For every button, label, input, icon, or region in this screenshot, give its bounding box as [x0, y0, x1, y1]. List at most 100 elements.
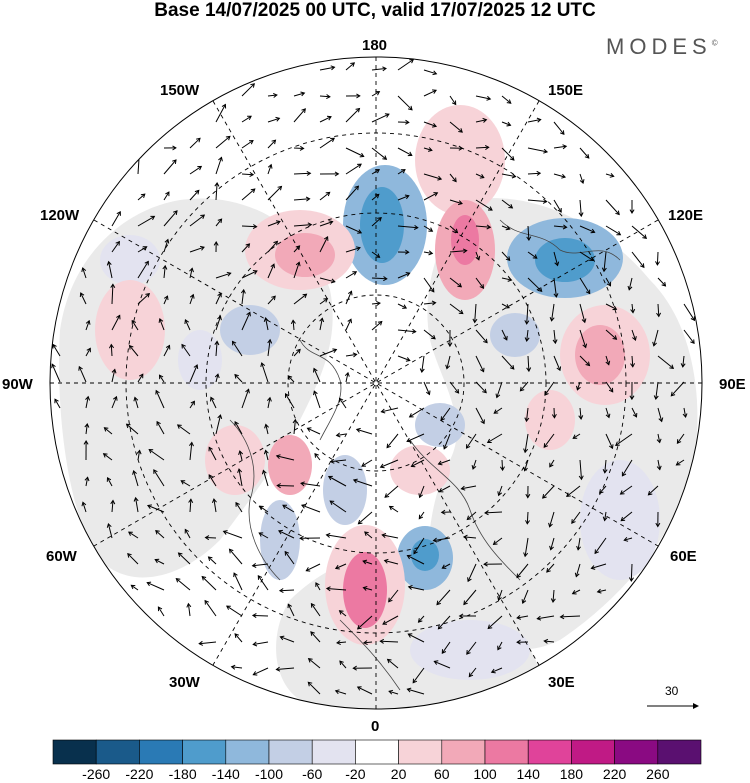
wind-vector-head: [207, 556, 213, 562]
wind-vector: [51, 363, 61, 383]
wind-vector-head: [463, 600, 468, 606]
wind-vector: [475, 199, 493, 211]
wind-vector-head: [516, 615, 521, 620]
wind-vector-head: [453, 228, 459, 234]
lon-label-0: 0: [371, 718, 380, 735]
wind-vector-head: [327, 475, 333, 481]
colorbar-bin: [657, 739, 702, 765]
wind-vector-head: [623, 536, 629, 542]
wind-vector: [326, 534, 347, 539]
wind-vector: [371, 251, 380, 258]
wind-vector-head: [432, 89, 437, 94]
wind-vector-head: [407, 105, 413, 111]
wind-vector-head: [115, 240, 120, 246]
wind-vector: [546, 563, 555, 573]
wind-vector: [157, 606, 165, 617]
wind-vector-head: [352, 665, 357, 671]
wind-vector-head: [383, 276, 388, 282]
colorbar-bin: [52, 739, 97, 765]
wind-vector-head: [305, 567, 311, 572]
wind-vector: [438, 459, 451, 465]
wind-vector-head: [576, 545, 581, 551]
wind-vector-head: [574, 572, 580, 578]
wind-vector-head: [468, 672, 474, 678]
wind-vector: [285, 393, 295, 409]
wind-vector-head: [128, 344, 134, 350]
wind-vector: [553, 251, 559, 266]
wind-vector-head: [355, 107, 361, 113]
wind-vector-head: [562, 224, 568, 230]
wind-vector-head: [652, 341, 657, 347]
wind-vector: [257, 575, 269, 591]
wind-vector-head: [177, 552, 183, 558]
wind-vector: [501, 121, 511, 126]
wind-vector-head: [359, 152, 365, 158]
wind-vector: [131, 584, 139, 591]
wind-vector: [527, 251, 538, 259]
wind-vector-head: [419, 368, 425, 374]
wind-vector: [85, 423, 88, 435]
lon-label-180: 180: [362, 37, 388, 54]
wind-vector: [657, 277, 666, 287]
wind-vector: [293, 108, 306, 123]
wind-vector-head: [199, 245, 205, 251]
wind-vector-head: [332, 348, 338, 354]
wind-vector: [85, 348, 91, 357]
wind-vector-head: [413, 549, 418, 555]
wind-vector: [319, 221, 333, 227]
wind-vector-head: [230, 664, 236, 670]
wind-vector-head: [234, 633, 240, 638]
wind-vector: [253, 667, 269, 676]
lon-label-30w: 30W: [169, 674, 200, 691]
wind-vector-head: [339, 660, 344, 666]
wind-vector-head: [516, 573, 521, 579]
wind-vector-head: [536, 170, 542, 176]
wind-vector-head: [157, 606, 163, 612]
wind-vector-head: [350, 62, 356, 67]
wind-vector-head: [590, 228, 596, 234]
wind-vector: [78, 366, 87, 383]
wind-vector: [463, 589, 477, 605]
wind-vector-head: [285, 393, 290, 398]
wind-vector-head: [440, 509, 446, 515]
wind-vector-head: [355, 427, 361, 433]
wind-vector: [215, 182, 218, 201]
wind-vector: [579, 173, 584, 184]
wind-vector-head: [323, 236, 329, 241]
wind-vector-head: [81, 267, 87, 273]
wind-vector: [605, 407, 610, 418]
wind-vector-head: [523, 448, 529, 454]
wind-vector: [293, 92, 305, 97]
wind-vector: [241, 188, 256, 201]
wind-vector-head: [443, 444, 448, 450]
wind-vector: [205, 537, 217, 539]
wind-vector-head: [204, 535, 210, 541]
wind-vector: [553, 199, 562, 213]
wind-vector-head: [106, 476, 112, 482]
wind-vector: [111, 396, 117, 409]
wind-vector-head: [523, 466, 528, 472]
wind-vector-head: [487, 206, 493, 211]
wind-vector-head: [300, 91, 306, 97]
wind-vector: [423, 89, 437, 97]
wind-vector: [544, 640, 555, 643]
wind-vector: [605, 355, 610, 365]
wind-vector: [126, 423, 139, 435]
wind-vector: [524, 537, 529, 557]
wind-vector: [397, 195, 409, 201]
wind-vector-head: [413, 224, 419, 230]
wind-vector: [163, 295, 168, 305]
wind-vector: [319, 116, 332, 123]
wind-vector-head: [315, 582, 320, 587]
wind-vector: [552, 589, 555, 603]
wind-vector: [259, 505, 269, 513]
wind-vector: [423, 192, 438, 201]
wind-vector: [310, 631, 321, 643]
wind-vector-head: [172, 159, 177, 164]
wind-vector-head: [598, 489, 604, 494]
wind-vector: [189, 268, 193, 279]
wind-vector-head: [521, 599, 527, 605]
wind-vector-head: [278, 588, 284, 594]
wind-vector-head: [632, 412, 638, 418]
